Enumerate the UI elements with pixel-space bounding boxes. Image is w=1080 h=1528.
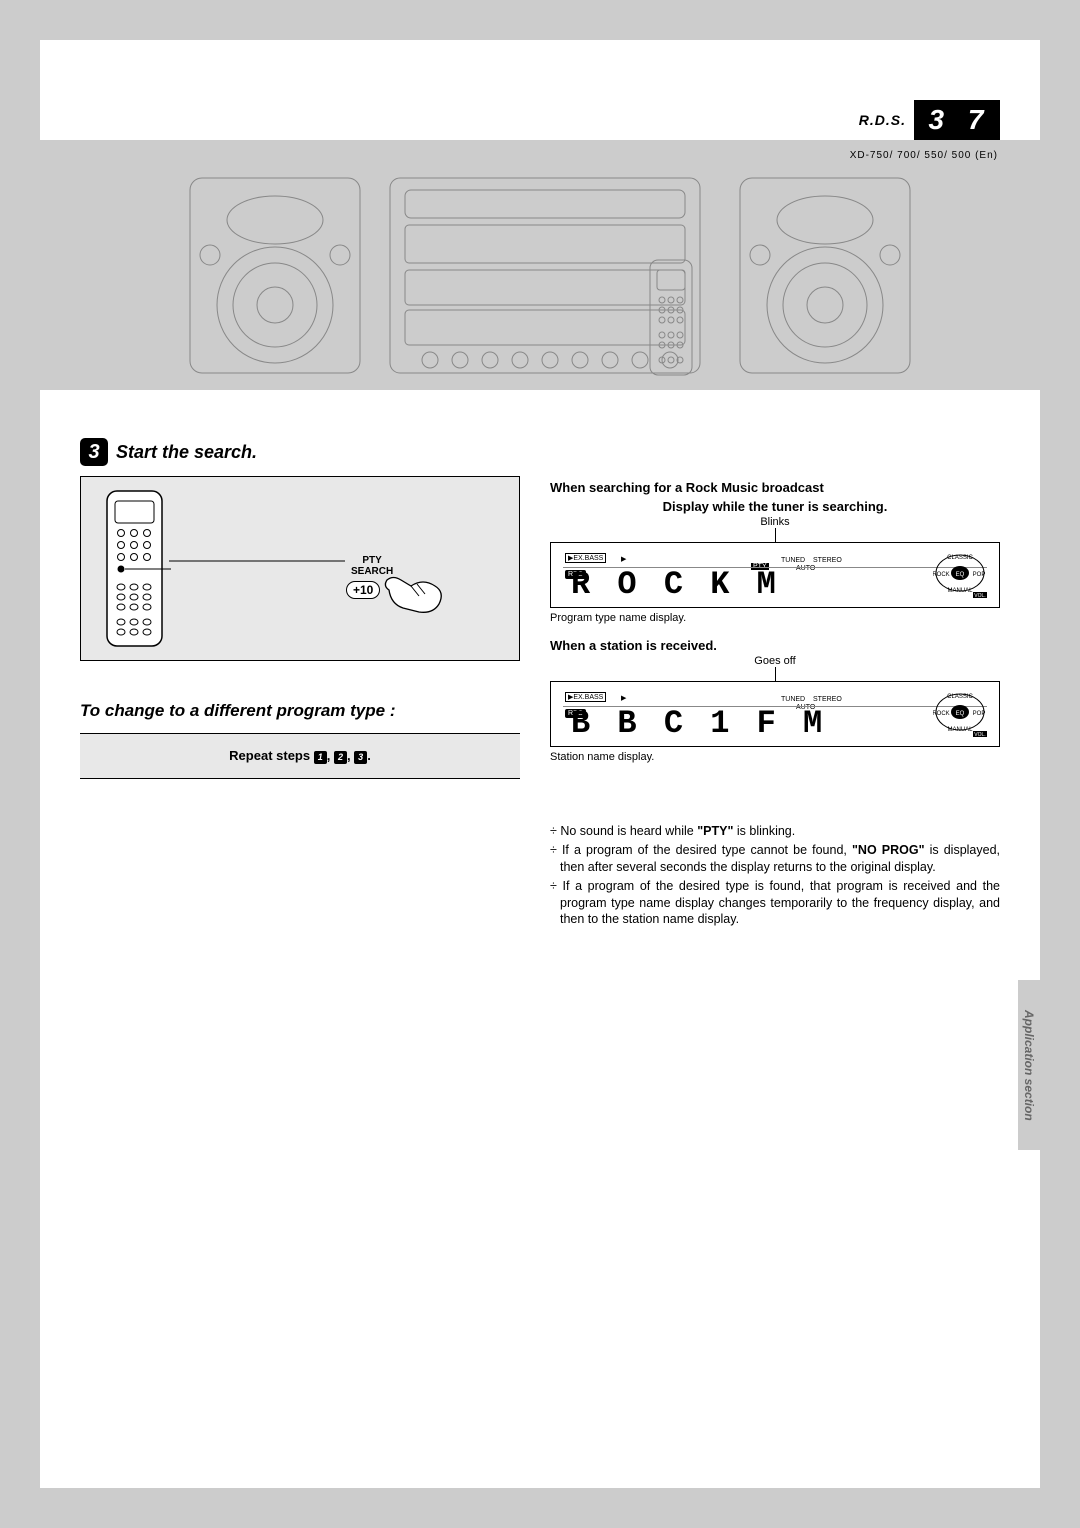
station-name-caption: Station name display. [550, 751, 1000, 763]
svg-text:MANUAL: MANUAL [947, 727, 973, 733]
plus10-button: +10 [346, 581, 380, 599]
blinks-label: Blinks [550, 516, 1000, 528]
svg-text:CLASSIC: CLASSIC [947, 555, 973, 561]
page-number: 3 7 [914, 100, 1000, 140]
product-illustration [160, 170, 940, 380]
svg-text:POP: POP [973, 572, 986, 578]
program-type-caption: Program type name display. [550, 612, 1000, 624]
rds-header: R.D.S. [859, 112, 906, 128]
repeat-steps: Repeat steps 1, 2, 3. [80, 733, 520, 779]
goesoff-label: Goes off [550, 655, 1000, 667]
searching-caption: Display while the tuner is searching. [550, 499, 1000, 514]
step-number: 3 [80, 438, 108, 466]
pointer [775, 667, 776, 681]
notes: ÷ No sound is heard while "PTY" is blink… [550, 823, 1000, 928]
svg-text:ROCK: ROCK [933, 711, 950, 717]
remote-icon [101, 487, 171, 652]
svg-text:VOL.: VOL. [974, 732, 985, 738]
step-title: Start the search. [116, 442, 257, 463]
svg-text:EQ: EQ [956, 711, 965, 717]
eq-knob: EQ CLASSIC ROCK POP MANUAL VOL. [933, 690, 987, 740]
received-heading: When a station is received. [550, 638, 1000, 653]
hand-icon [381, 572, 451, 622]
searching-heading: When searching for a Rock Music broadcas… [550, 480, 1000, 495]
lcd-text: R O C K M [571, 566, 780, 603]
svg-text:EQ: EQ [956, 572, 965, 578]
change-program-title: To change to a different program type : [80, 701, 520, 721]
section-tab: Application section [1018, 980, 1040, 1150]
svg-text:CLASSIC: CLASSIC [947, 694, 973, 700]
svg-text:MANUAL: MANUAL [947, 588, 973, 594]
model-line: XD-750/ 700/ 550/ 500 (En) [850, 150, 998, 161]
svg-text:VOL.: VOL. [974, 593, 985, 599]
svg-text:ROCK: ROCK [933, 572, 950, 578]
eq-knob: EQ CLASSIC ROCK POP MANUAL VOL. [933, 551, 987, 601]
lcd-display-received: ▶EX.BASS ▶ RDS TUNED STEREO AUTO B B C 1… [550, 681, 1000, 747]
svg-text:POP: POP [973, 711, 986, 717]
pointer-line [169, 555, 349, 567]
lcd-text: B B C 1 F M [571, 705, 826, 742]
remote-diagram: PTYSEARCH +10 [80, 476, 520, 661]
lcd-display-searching: ▶EX.BASS ▶ RDS PTY TUNED STEREO AUTO R O… [550, 542, 1000, 608]
pointer [775, 528, 776, 542]
